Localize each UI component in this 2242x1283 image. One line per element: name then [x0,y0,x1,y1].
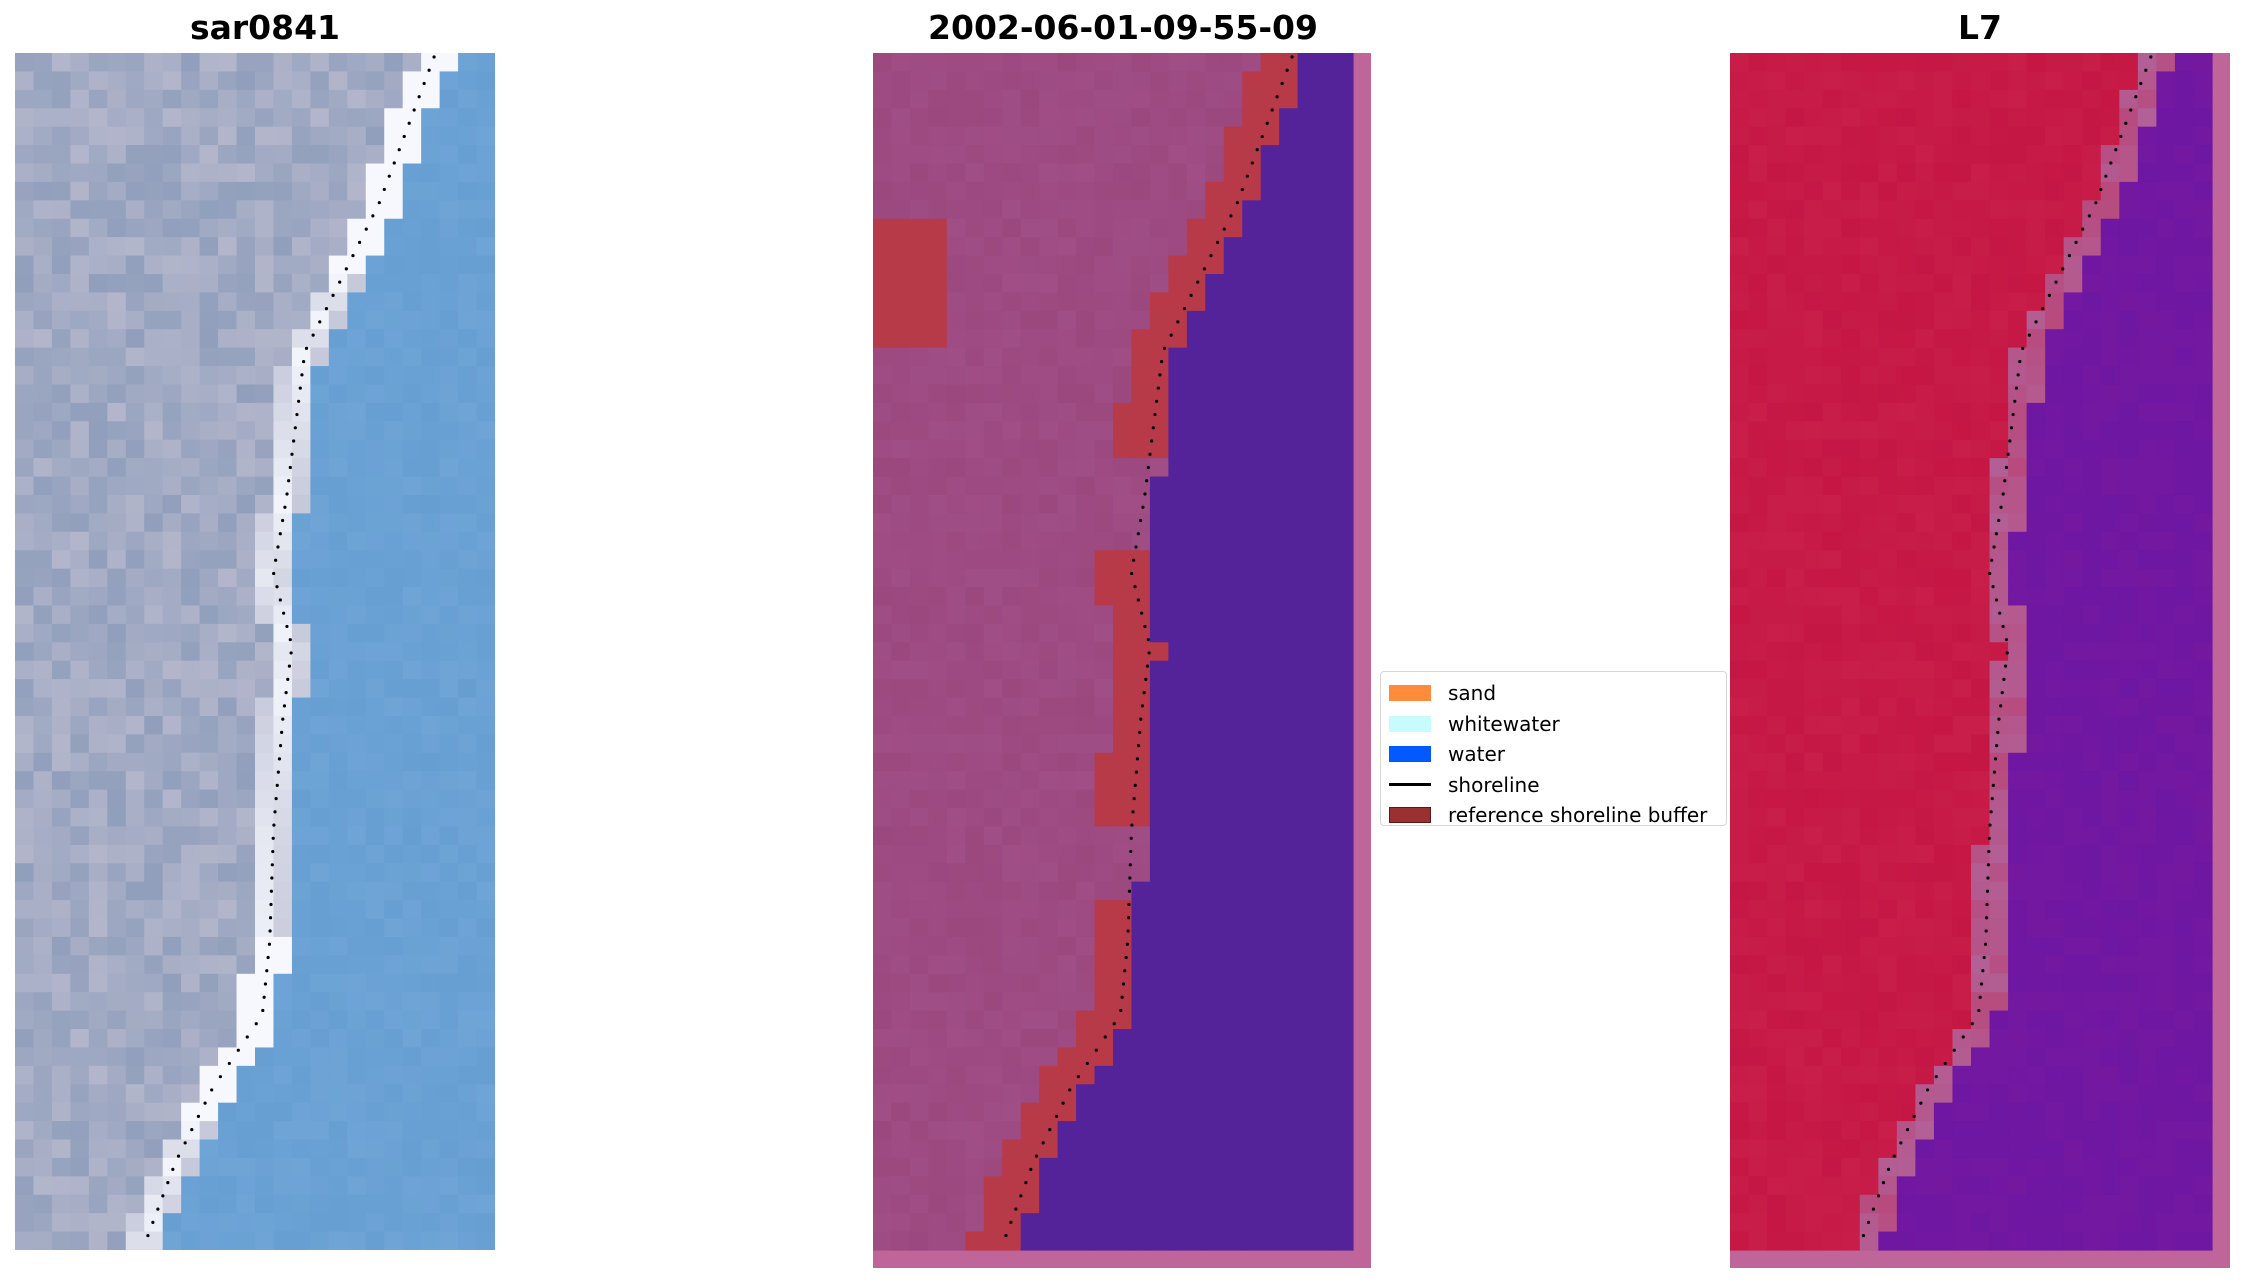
index-image-panel [1730,53,2230,1268]
legend-label: reference shoreline buffer [1448,803,1708,828]
classified-image-panel [873,53,1371,1268]
legend: sand whitewater water shoreline referenc… [1380,671,1727,827]
sand-swatch [1389,685,1431,702]
legend-label: water [1448,742,1505,767]
legend-item-whitewater: whitewater [1389,709,1726,740]
shoreline-dots [1004,55,1294,1238]
legend-item-water: water [1389,739,1726,770]
legend-label: sand [1448,681,1497,706]
legend-item-reference-buffer: reference shoreline buffer [1389,800,1726,831]
rgb-image-panel [15,53,495,1250]
shoreline-line-swatch [1389,783,1431,787]
panel-title-rgb: sar0841 [189,8,341,47]
whitewater-swatch [1389,715,1431,732]
index-image [1730,53,2230,1268]
shoreline-dots [1861,55,2153,1238]
rgb-image [15,53,495,1250]
legend-label: shoreline [1448,772,1540,797]
classified-image [873,53,1371,1268]
legend-item-shoreline: shoreline [1389,770,1726,801]
shoreline-dots [146,55,436,1238]
water-swatch [1389,746,1431,763]
legend-item-sand: sand [1389,678,1726,709]
reference-buffer-swatch [1389,807,1431,824]
panel-title-index: L7 [1958,8,2002,47]
legend-label: whitewater [1448,711,1560,736]
panel-title-classified: 2002-06-01-09-55-09 [928,8,1318,47]
